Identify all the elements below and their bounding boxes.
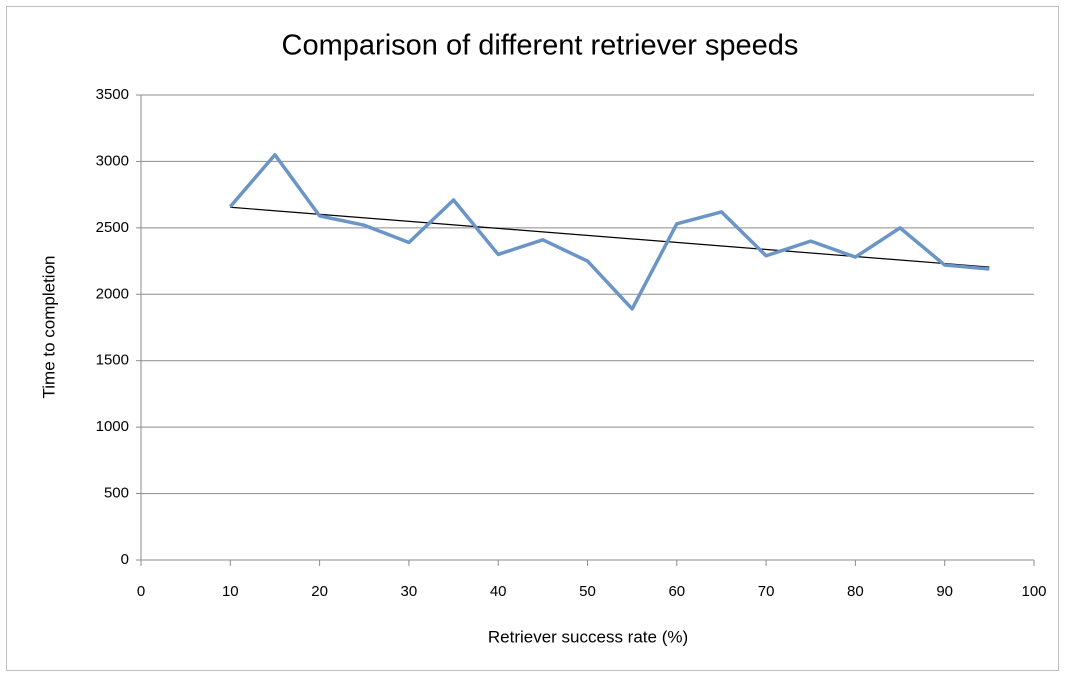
x-tick-label: 0 bbox=[137, 583, 145, 600]
y-tick-label: 3500 bbox=[96, 86, 129, 103]
x-axis-label: Retriever success rate (%) bbox=[488, 627, 688, 646]
x-tick-label: 20 bbox=[311, 583, 328, 600]
x-tick-label: 30 bbox=[401, 583, 418, 600]
chart-title: Comparison of different retriever speeds bbox=[282, 30, 799, 62]
y-tick-label: 2000 bbox=[96, 285, 129, 302]
x-tick-label: 10 bbox=[222, 583, 239, 600]
x-tick-label: 80 bbox=[847, 583, 864, 600]
y-tick-label: 500 bbox=[104, 485, 129, 502]
x-tick-label: 90 bbox=[936, 583, 953, 600]
trendline bbox=[230, 206, 990, 268]
y-tick-label: 2500 bbox=[96, 219, 129, 236]
x-tick-label: 60 bbox=[668, 583, 685, 600]
y-tick-label: 3000 bbox=[96, 152, 129, 169]
x-tick-label: 100 bbox=[1021, 583, 1046, 600]
x-tick-label: 40 bbox=[490, 583, 507, 600]
x-tick-label: 70 bbox=[758, 583, 775, 600]
data-line bbox=[228, 153, 990, 311]
y-tick-label: 1500 bbox=[96, 352, 129, 369]
y-tick-label: 1000 bbox=[96, 418, 129, 435]
y-axis-label: Time to completion bbox=[39, 256, 58, 399]
y-tick-label: 0 bbox=[121, 551, 129, 568]
chart-border bbox=[6, 6, 1059, 671]
x-tick-label: 50 bbox=[579, 583, 596, 600]
